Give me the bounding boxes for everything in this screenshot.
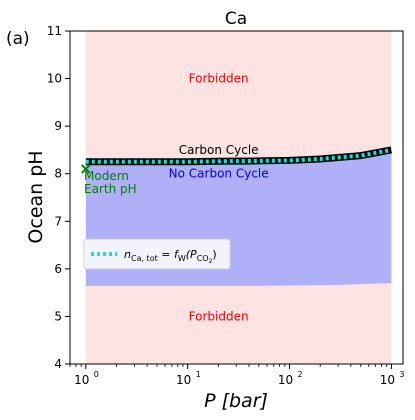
y-tick-label: 7: [54, 214, 62, 228]
y-tick-label: 8: [54, 167, 62, 181]
x-tick-label: 10: [74, 373, 89, 387]
legend-entry-sub3: CO: [197, 254, 209, 263]
x-axis-label: P [bar]: [204, 390, 268, 412]
annotation-forbidden: Forbidden: [189, 309, 249, 323]
annotation-no-carbon-cycle: No Carbon Cycle: [169, 167, 269, 181]
legend-entry-n: n: [124, 248, 131, 261]
modern-earth-label-line2: Earth pH: [84, 182, 137, 196]
legend-entry-sub4: 2: [209, 258, 213, 265]
x-tick-exponent: 3: [399, 370, 404, 379]
annotation-forbidden: Forbidden: [189, 72, 249, 86]
y-tick-label: 6: [54, 262, 62, 276]
fw-dotted-line: [85, 147, 392, 164]
legend-entry: nCa, tot = fW(PCO2): [124, 248, 217, 265]
modern-earth-x-marker: [81, 164, 91, 174]
modern-earth-label-line1: Modern: [84, 169, 129, 183]
annotations-layer: Forbidden Carbon Cycle No Carbon Cycle Forb…: [169, 72, 269, 324]
y-axis-label: Ocean pH: [25, 150, 47, 243]
panel-label: (a): [6, 29, 30, 49]
x-tick-exponent: 0: [94, 370, 99, 379]
legend-entry-tail: (P: [186, 248, 197, 261]
chart-title: Ca: [225, 9, 247, 29]
ticks-layer: 4 5 6 7 8 9 10 11 10 0 10 1 10 2 10 3: [47, 24, 405, 387]
legend-entry-end: ): [212, 248, 216, 261]
x-tick-exponent: 2: [298, 370, 303, 379]
legend-entry-mid: = f: [158, 248, 180, 261]
x-tick-label: 10: [176, 373, 191, 387]
annotation-carbon-cycle: Carbon Cycle: [179, 143, 259, 157]
y-tick-label: 5: [54, 309, 62, 323]
legend-box: [83, 238, 231, 270]
x-marker-glyph: [81, 164, 91, 174]
series-layer: [85, 146, 393, 166]
x-tick-exponent: 1: [196, 370, 201, 379]
modern-earth-marker: Modern Earth pH: [81, 164, 137, 196]
y-tick-label: 4: [54, 357, 62, 371]
x-tick-label: 10: [278, 373, 293, 387]
legend-entry-sub1: Ca, tot: [131, 254, 158, 263]
x-axis-label-text: P [bar]: [204, 390, 268, 412]
y-tick-label: 11: [47, 24, 62, 38]
y-tick-label: 9: [54, 119, 62, 133]
y-tick-label: 10: [47, 72, 62, 86]
x-tick-label: 10: [380, 373, 395, 387]
legend-entry-sub2: W: [178, 254, 186, 263]
legend: nCa, tot = fW(PCO2): [83, 238, 231, 270]
